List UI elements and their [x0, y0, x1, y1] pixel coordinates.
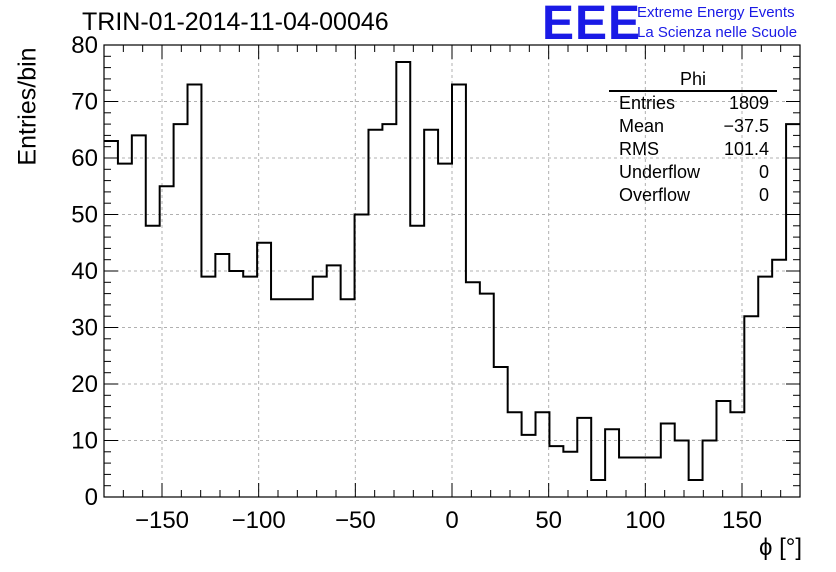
- stats-value: 0: [758, 185, 769, 205]
- histogram-bin: [368, 130, 382, 497]
- y-tick-label: 50: [71, 202, 98, 229]
- histogram-bin: [758, 277, 772, 497]
- histogram-bin: [132, 135, 146, 497]
- histogram-bin: [508, 412, 522, 497]
- histogram-bin: [480, 294, 494, 497]
- y-tick-label: 30: [71, 315, 98, 342]
- x-tick-label: 150: [722, 507, 762, 534]
- histogram-bin: [661, 424, 675, 497]
- histogram-bin: [563, 452, 577, 497]
- histogram-bin: [577, 418, 591, 497]
- stats-label: Overflow: [619, 185, 691, 205]
- stats-value: −37.5: [723, 116, 769, 136]
- y-tick-label: 10: [71, 428, 98, 455]
- y-tick-label: 60: [71, 145, 98, 172]
- y-tick-label: 20: [71, 371, 98, 398]
- histogram-bin: [396, 62, 410, 497]
- histogram-bin: [424, 130, 438, 497]
- stats-value: 101.4: [723, 139, 769, 159]
- histogram-bin: [786, 124, 800, 497]
- histogram-bin: [118, 164, 132, 497]
- histogram-bin: [522, 435, 536, 497]
- histogram-bin: [257, 243, 271, 497]
- y-tick-label: 40: [71, 258, 98, 285]
- histogram-bin: [549, 446, 563, 497]
- y-tick-label: 80: [71, 32, 98, 59]
- histogram-bin: [215, 254, 229, 497]
- histogram-bin: [452, 85, 466, 497]
- stats-row-overflow: Overflow 0: [609, 184, 777, 207]
- histogram-bin: [229, 271, 243, 497]
- stats-label: RMS: [619, 139, 659, 159]
- stats-label: Underflow: [619, 162, 701, 182]
- histogram-outline: [104, 60, 800, 482]
- x-tick-label: −50: [335, 507, 376, 534]
- histogram-bin: [382, 124, 396, 497]
- stats-label: Mean: [619, 116, 665, 136]
- histogram-bin: [201, 277, 215, 497]
- histogram-bin: [494, 367, 508, 497]
- histogram-bin: [536, 412, 550, 497]
- histogram-bin: [327, 265, 341, 497]
- histogram-bin: [174, 124, 188, 497]
- stats-value: 1809: [728, 93, 769, 113]
- histogram-bin: [299, 299, 313, 497]
- x-axis-label: ϕ [°]: [758, 534, 802, 561]
- histogram-bin: [605, 429, 619, 497]
- histogram-bin: [716, 401, 730, 497]
- histogram-series: [104, 60, 800, 498]
- x-tick-label: −150: [135, 507, 189, 534]
- histogram-bin: [591, 480, 605, 497]
- eee-logo: EEE: [542, 0, 642, 50]
- histogram-bin: [410, 226, 424, 497]
- x-tick-label: 100: [625, 507, 665, 534]
- histogram-bin: [438, 164, 452, 497]
- histogram-bin: [160, 186, 174, 497]
- histogram-bin: [466, 282, 480, 497]
- histogram-bin: [744, 316, 758, 497]
- chart-title: TRIN-01-2014-11-04-00046: [82, 8, 389, 36]
- stats-row-underflow: Underflow 0: [609, 161, 777, 184]
- histogram-bin: [772, 260, 786, 497]
- logo-line-2: La Scienza nelle Scuole: [637, 24, 798, 41]
- stats-header: Phi: [609, 70, 777, 92]
- stats-row-entries: Entries 1809: [609, 92, 777, 115]
- histogram-bin: [647, 457, 661, 497]
- stats-label: Entries: [619, 93, 676, 113]
- histogram-bin: [341, 299, 355, 497]
- histogram-bin: [675, 441, 689, 498]
- x-tick-label: 0: [445, 507, 458, 534]
- histogram-bin: [146, 226, 160, 497]
- x-tick-label: 50: [535, 507, 562, 534]
- x-tick-label: −100: [232, 507, 286, 534]
- histogram-bin: [243, 277, 257, 497]
- y-axis-label: Entries/bin: [13, 47, 42, 166]
- histogram-bin: [633, 457, 647, 497]
- histogram-bin: [104, 141, 118, 497]
- histogram-bin: [313, 277, 327, 497]
- histogram-bin: [703, 441, 717, 498]
- stats-value: 0: [758, 162, 769, 182]
- histogram-bin: [271, 299, 285, 497]
- axes: −150 −100 −50 0 50 100 150 0 10 20 30 40 50 60 70 80: [71, 32, 801, 534]
- stats-box: Phi Entries 1809 Mean −37.5 RMS 101.4 Un…: [609, 70, 777, 207]
- stats-row-rms: RMS 101.4: [609, 138, 777, 161]
- histogram-bin: [355, 215, 369, 498]
- stats-row-mean: Mean −37.5: [609, 115, 777, 138]
- histogram-bin: [188, 85, 202, 497]
- y-tick-label: 70: [71, 89, 98, 116]
- histogram-bin: [689, 480, 703, 497]
- logo-line-1: Extreme Energy Events: [637, 4, 795, 21]
- y-tick-label: 0: [85, 484, 98, 511]
- histogram-bin: [285, 299, 299, 497]
- logo-caption: Extreme Energy Events La Scienza nelle S…: [637, 3, 797, 43]
